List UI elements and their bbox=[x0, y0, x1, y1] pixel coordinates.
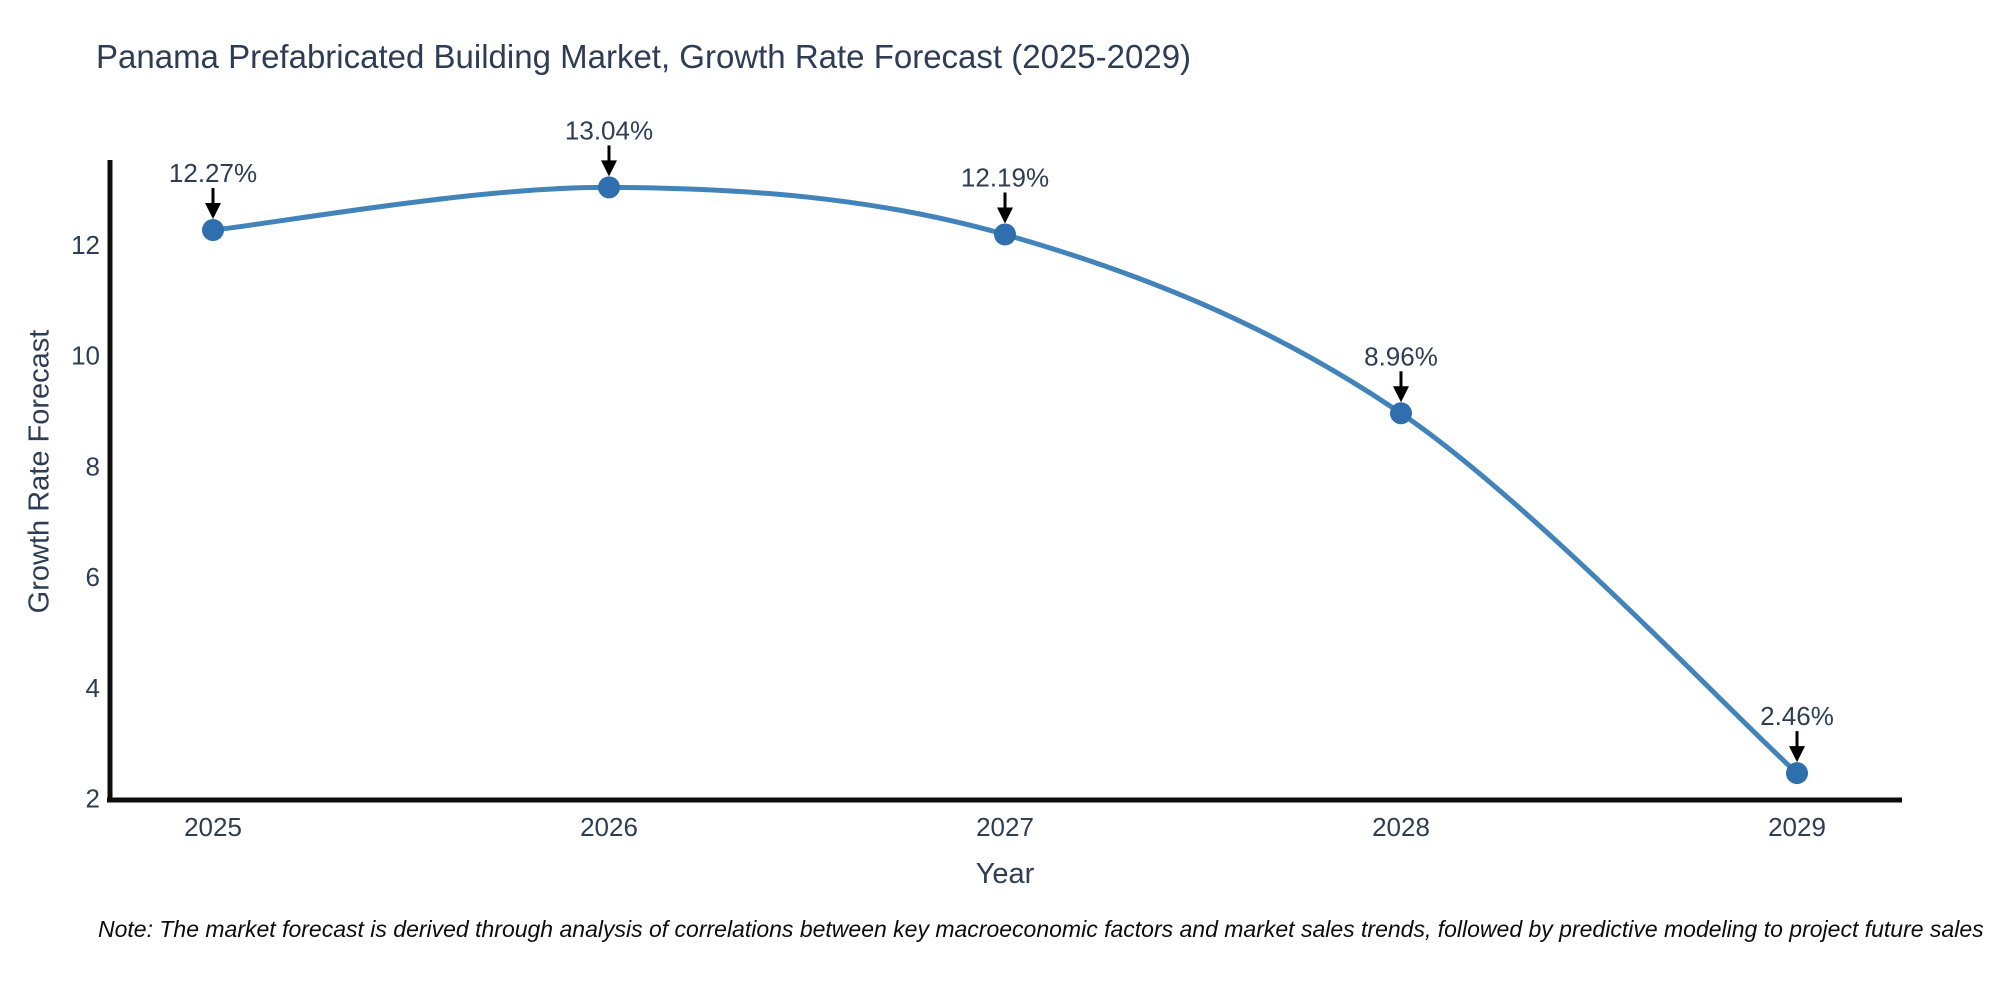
y-axis-title: Growth Rate Forecast bbox=[23, 329, 56, 614]
y-tick-label: 2 bbox=[86, 784, 100, 814]
data-point-marker bbox=[598, 176, 620, 199]
annotation-arrow-head bbox=[601, 160, 617, 177]
chart-title: Panama Prefabricated Building Market, Gr… bbox=[96, 38, 1192, 75]
annotation-arrow-head bbox=[997, 207, 1013, 224]
annotation-arrow-head bbox=[1789, 746, 1805, 763]
point-value-label: 13.04% bbox=[565, 115, 653, 145]
annotation-arrow-head bbox=[1393, 386, 1409, 403]
y-tick-label: 6 bbox=[86, 562, 100, 592]
data-point-marker bbox=[202, 219, 224, 242]
x-tick-label: 2026 bbox=[580, 812, 638, 842]
y-tick-label: 10 bbox=[71, 341, 100, 371]
data-point-marker bbox=[994, 223, 1016, 246]
annotation-arrow-head bbox=[205, 203, 221, 220]
x-tick-label: 2029 bbox=[1768, 812, 1826, 842]
y-tick-label: 4 bbox=[86, 673, 100, 703]
point-value-label: 12.19% bbox=[961, 162, 1049, 192]
data-point-marker bbox=[1390, 402, 1412, 425]
x-axis-title: Year bbox=[975, 858, 1035, 890]
x-tick-label: 2027 bbox=[976, 812, 1034, 842]
x-tick-label: 2025 bbox=[184, 812, 242, 842]
point-value-label: 8.96% bbox=[1364, 341, 1438, 371]
growth-rate-line bbox=[210, 184, 1800, 776]
point-value-label: 2.46% bbox=[1760, 701, 1834, 731]
data-point-marker bbox=[1786, 762, 1808, 785]
x-tick-label: 2028 bbox=[1372, 812, 1430, 842]
y-tick-label: 12 bbox=[71, 230, 100, 260]
chart-footnote: Note: The market forecast is derived thr… bbox=[98, 916, 1984, 942]
y-tick-label: 8 bbox=[86, 451, 100, 481]
point-value-label: 12.27% bbox=[169, 158, 257, 188]
